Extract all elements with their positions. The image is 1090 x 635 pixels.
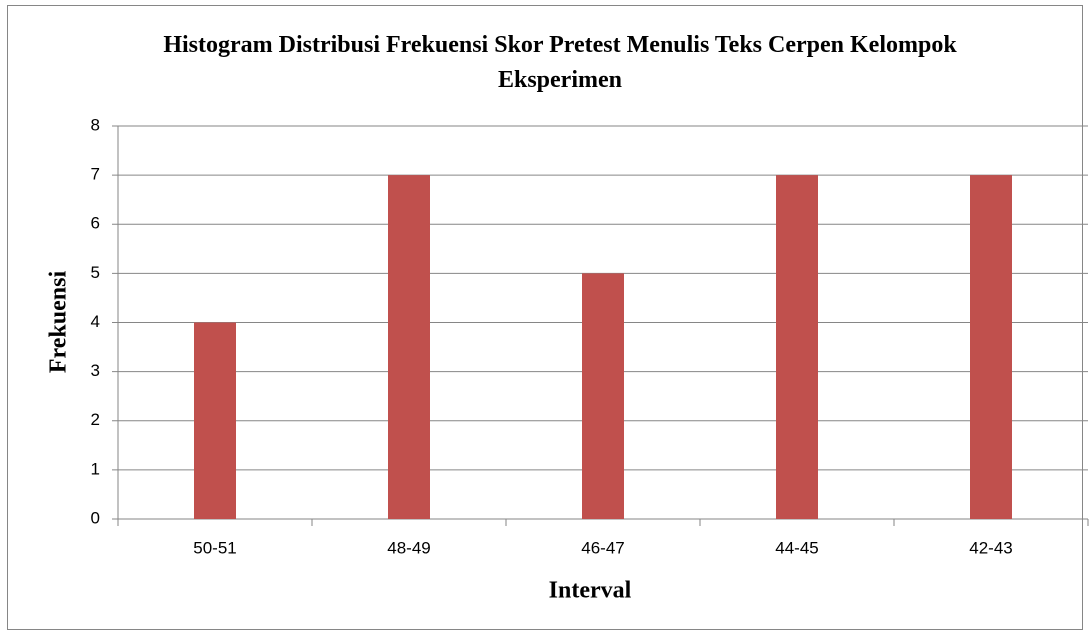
- y-tick-label: 4: [91, 312, 100, 331]
- x-tick-label: 46-47: [581, 538, 624, 557]
- bar: [970, 175, 1012, 519]
- x-axis-title: Interval: [549, 578, 632, 604]
- y-axis-title: Frekuensi: [46, 271, 72, 374]
- x-tick-label: 50-51: [193, 538, 236, 557]
- y-tick-label: 1: [91, 459, 100, 478]
- bar: [582, 273, 624, 519]
- y-tick-label: 0: [91, 508, 100, 527]
- y-tick-label: 2: [91, 410, 100, 429]
- bar: [776, 175, 818, 519]
- x-tick-label: 44-45: [775, 538, 818, 557]
- bar: [194, 322, 236, 519]
- y-tick-label: 6: [91, 214, 100, 233]
- chart-title-box: Histogram Distribusi Frekuensi Skor Pret…: [163, 32, 957, 93]
- x-tick-label: 48-49: [387, 538, 430, 557]
- bar: [388, 175, 430, 519]
- y-tick-label: 3: [91, 361, 100, 380]
- y-tick-label: 5: [91, 263, 100, 282]
- chart-title: Histogram Distribusi Frekuensi Skor Pret…: [163, 32, 957, 93]
- y-tick-label: 8: [91, 115, 100, 134]
- x-tick-label: 42-43: [969, 538, 1012, 557]
- chart-border: [7, 5, 1083, 630]
- y-tick-label: 7: [91, 165, 100, 184]
